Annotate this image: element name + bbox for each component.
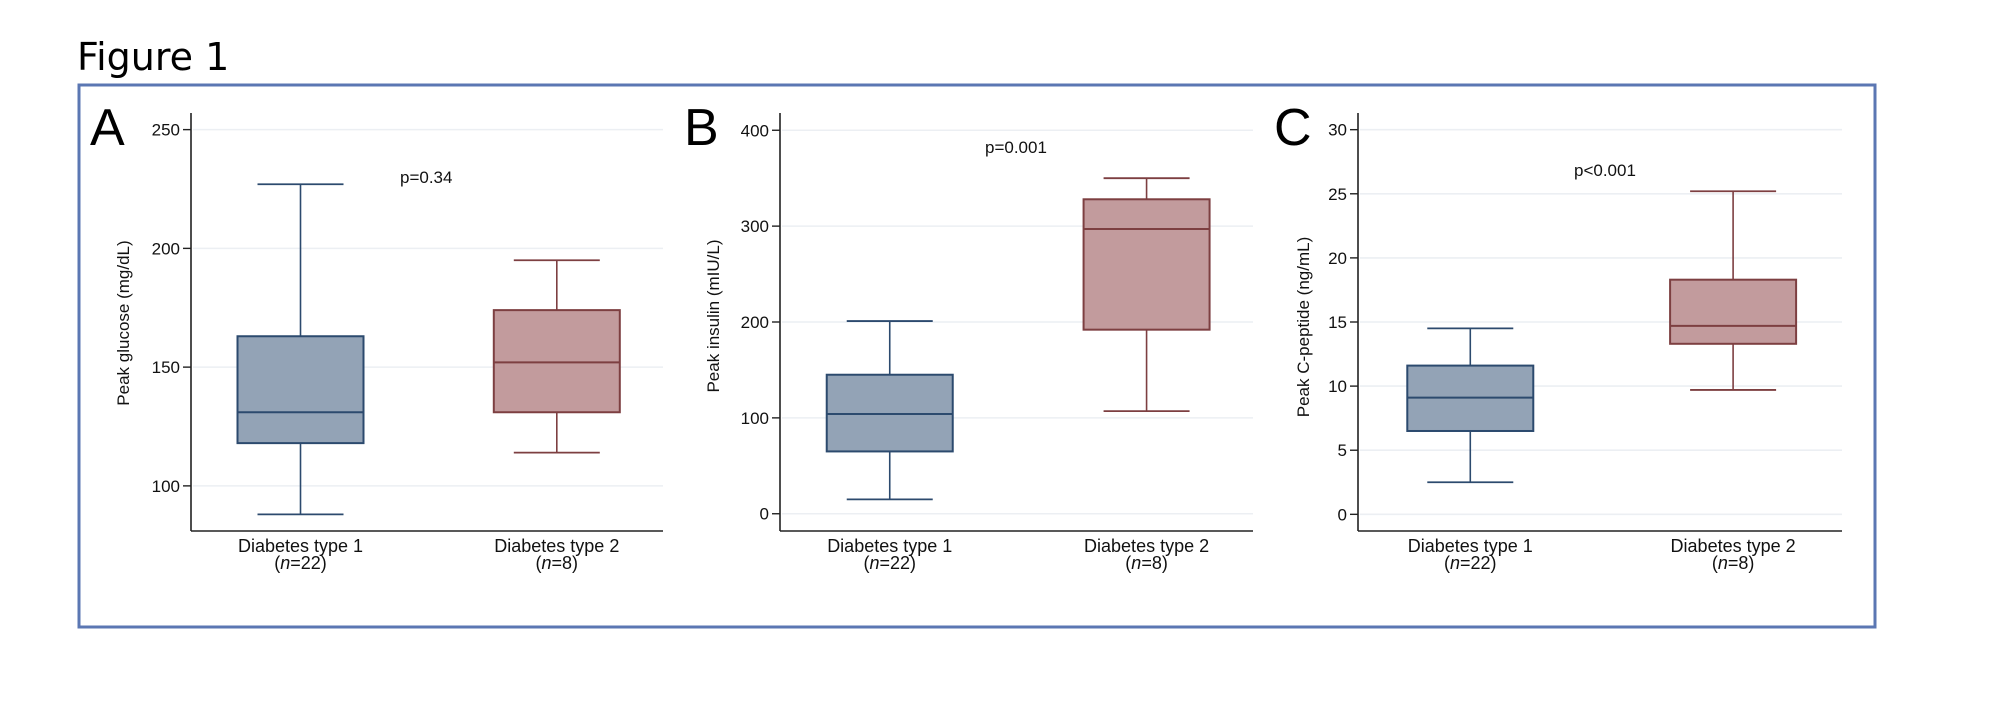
n-open-paren: ( [863, 553, 869, 573]
n-value: =8) [552, 553, 579, 573]
x-tick-labels: Diabetes type 1(n=22)Diabetes type 2(n=8… [827, 536, 1209, 573]
iqr-box [236, 335, 365, 445]
p-value-annotation: p=0.001 [985, 138, 1047, 157]
y-tick-label: 0 [1338, 505, 1347, 524]
y-tick-label: 200 [152, 239, 180, 258]
n-symbol: n [1131, 553, 1141, 573]
n-symbol: n [1718, 553, 1728, 573]
y-tick-label: 20 [1328, 249, 1347, 268]
boxplots [825, 177, 1211, 501]
y-tick-label: 30 [1328, 121, 1347, 140]
y-tick-label: 10 [1328, 377, 1347, 396]
n-value: =22) [879, 553, 916, 573]
y-tick-label: 25 [1328, 185, 1347, 204]
y-tick-label: 5 [1338, 441, 1347, 460]
y-tick-label: 100 [152, 477, 180, 496]
y-ticks: 100 150 200 250 [152, 121, 191, 496]
x-tick-label: Diabetes type 2 [494, 536, 619, 556]
y-tick-label: 400 [741, 121, 769, 140]
y-tick-label: 100 [741, 409, 769, 428]
y-axis-title: Peak glucose (mg/dL) [114, 240, 133, 405]
boxplot-diabetes-type-2 [1669, 190, 1798, 391]
iqr-box [1082, 198, 1211, 331]
boxplots [236, 183, 621, 516]
y-ticks: 0 100 200 300 400 [741, 121, 780, 524]
x-tick-label-n: (n=8) [536, 553, 579, 573]
n-value: =8) [1141, 553, 1168, 573]
panel-letter: B [684, 99, 719, 157]
boxplot-diabetes-type-1 [236, 183, 365, 516]
y-tick-label: 0 [760, 505, 769, 524]
panel-letter: A [90, 99, 125, 157]
n-open-paren: ( [1444, 553, 1450, 573]
x-tick-label: Diabetes type 1 [1408, 536, 1533, 556]
figure-frame [77, 83, 1877, 629]
n-symbol: n [542, 553, 552, 573]
boxplot-diabetes-type-2 [492, 259, 621, 454]
boxplot-diabetes-type-1 [1406, 327, 1535, 484]
figure-title: Figure 1 [77, 35, 229, 79]
iqr-box [492, 309, 621, 414]
n-symbol: n [1450, 553, 1460, 573]
y-tick-label: 300 [741, 217, 769, 236]
n-open-paren: ( [1712, 553, 1718, 573]
y-tick-label: 15 [1328, 313, 1347, 332]
n-symbol: n [869, 553, 879, 573]
panel-a: A Peak glucose (mg/dL) p=0.34 100 150 200 2… [90, 99, 663, 573]
n-symbol: n [280, 553, 290, 573]
y-axis-title: Peak C-peptide (ng/mL) [1294, 237, 1313, 417]
iqr-box [1669, 278, 1798, 345]
n-value: =22) [1460, 553, 1497, 573]
x-tick-label-n: (n=8) [1712, 553, 1755, 573]
n-open-paren: ( [536, 553, 542, 573]
y-tick-label: 150 [152, 358, 180, 377]
x-tick-label: Diabetes type 1 [827, 536, 952, 556]
y-tick-label: 250 [152, 121, 180, 140]
x-tick-label: Diabetes type 1 [238, 536, 363, 556]
x-tick-labels: Diabetes type 1(n=22)Diabetes type 2(n=8… [238, 536, 619, 573]
boxplot-diabetes-type-1 [825, 320, 954, 501]
boxplots [1406, 190, 1798, 484]
x-tick-label-n: (n=22) [1444, 553, 1497, 573]
n-open-paren: ( [274, 553, 280, 573]
x-tick-labels: Diabetes type 1(n=22)Diabetes type 2(n=8… [1408, 536, 1796, 573]
p-value-annotation: p<0.001 [1574, 161, 1636, 180]
p-value-annotation: p=0.34 [400, 168, 452, 187]
n-value: =22) [290, 553, 327, 573]
y-axis-title: Peak insulin (mIU/L) [704, 239, 723, 392]
n-open-paren: ( [1125, 553, 1131, 573]
x-tick-label-n: (n=22) [274, 553, 327, 573]
panel-c: C Peak C-peptide (ng/mL) p<0.001 0 5 10 15 2… [1274, 99, 1842, 573]
x-tick-label: Diabetes type 2 [1671, 536, 1796, 556]
panel-letter: C [1274, 99, 1312, 157]
n-value: =8) [1728, 553, 1755, 573]
panel-b: B Peak insulin (mIU/L) p=0.001 0 100 200 30… [684, 99, 1253, 573]
boxplot-diabetes-type-2 [1082, 177, 1211, 413]
y-ticks: 0 5 10 15 20 25 30 [1328, 121, 1358, 524]
y-tick-label: 200 [741, 313, 769, 332]
x-tick-label-n: (n=8) [1125, 553, 1168, 573]
x-tick-label: Diabetes type 2 [1084, 536, 1209, 556]
x-tick-label-n: (n=22) [863, 553, 916, 573]
